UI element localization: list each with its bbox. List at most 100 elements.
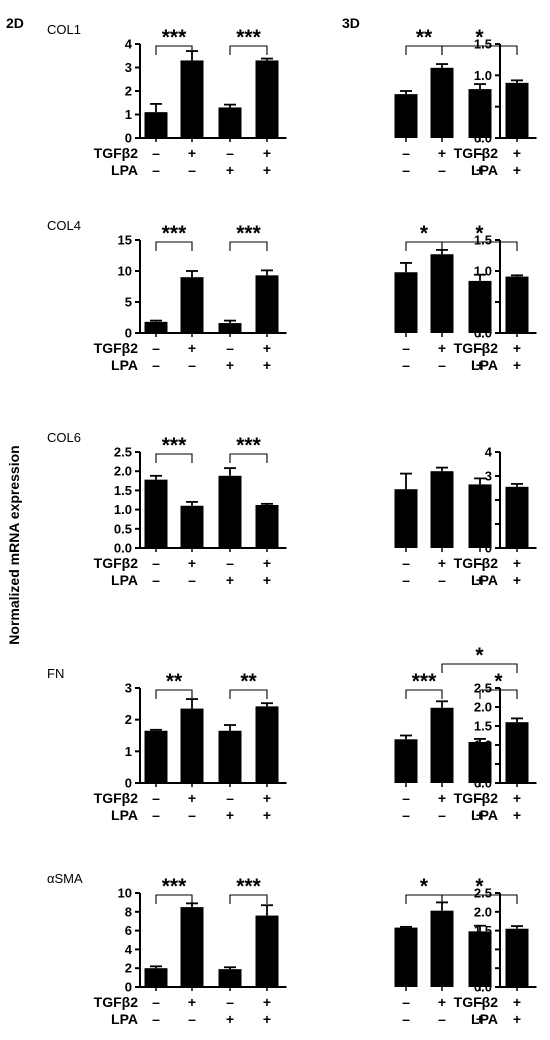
chart-2-bar-1 [394, 94, 418, 138]
chart-10-condition-symbol: – [402, 1011, 410, 1027]
chart-6-bar-3 [468, 484, 492, 548]
chart-8-condition-label: LPA [471, 807, 498, 823]
chart-1-y-tick-label: 1 [125, 107, 132, 122]
chart-1-bar-2 [180, 60, 204, 139]
chart-9-y-tick-label: 4 [125, 942, 133, 957]
chart-4-significance-bracket [441, 241, 518, 251]
y-axis-label: Normalized mRNA expression [6, 445, 22, 644]
chart-9-y-tick-label: 0 [125, 980, 132, 995]
chart-10-bar-3 [468, 931, 492, 987]
chart-5-bar-2 [180, 505, 204, 548]
chart-9-bar-4 [255, 915, 279, 987]
chart-5-condition-symbol: + [226, 572, 234, 588]
chart-3-significance-bracket [229, 241, 268, 251]
chart-9-significance-label: *** [236, 875, 261, 898]
chart-9-significance-bracket [155, 894, 193, 904]
chart-1-y-tick-label: 4 [125, 37, 133, 52]
chart-9-condition-symbol: – [226, 994, 234, 1010]
chart-4-bar-3 [468, 280, 492, 333]
chart-1-condition-symbol: – [152, 145, 160, 161]
chart-10-bar-4 [505, 928, 529, 987]
chart-4-condition-symbol: – [402, 340, 410, 356]
chart-3-condition-label: LPA [111, 357, 138, 373]
chart-1-condition-symbol: – [188, 162, 196, 178]
chart-4-condition-symbol: + [513, 340, 521, 356]
chart-9-condition-symbol: – [188, 1011, 196, 1027]
chart-8-y-tick-label: 1.5 [474, 719, 492, 734]
chart-3-condition-symbol: – [188, 357, 196, 373]
chart-7-condition-symbol: – [152, 807, 160, 823]
chart-2-bar-3 [468, 89, 492, 138]
chart-1-condition-symbol: + [263, 145, 271, 161]
chart-5-condition-symbol: – [152, 555, 160, 571]
chart-10-condition-symbol: – [402, 994, 410, 1010]
chart-5-significance-bracket [229, 453, 268, 463]
chart-5-bar-1 [144, 479, 168, 548]
chart-8-significance-label: *** [412, 670, 437, 693]
chart-4-bar-2 [430, 254, 454, 333]
chart-4-condition-symbol: + [513, 357, 521, 373]
chart-4-condition-label: LPA [471, 357, 498, 373]
chart-10-condition-symbol: + [476, 1011, 484, 1027]
chart-5-condition-label: LPA [111, 572, 138, 588]
chart-8-condition-symbol: + [438, 790, 446, 806]
chart-8-condition-symbol: + [476, 807, 484, 823]
chart-9-condition-symbol: + [188, 994, 196, 1010]
chart-1-bar-4 [255, 60, 279, 139]
chart-8-y-tick-label: 2.0 [474, 700, 492, 715]
chart-7-bar-4 [255, 706, 279, 783]
chart-1-y-tick-label: 3 [125, 60, 132, 75]
chart-9-y-tick-label: 2 [125, 961, 132, 976]
chart-4-condition-symbol: – [402, 357, 410, 373]
chart-10-bar-2 [430, 910, 454, 987]
chart-6-y-tick-label: 4 [485, 445, 493, 460]
chart-5-y-tick-label: 1.0 [114, 502, 132, 517]
chart-8-significance-label: * [475, 644, 484, 667]
chart-8-condition-symbol: + [513, 807, 521, 823]
chart-5-condition-label: TGFβ2 [94, 555, 139, 571]
chart-3-condition-symbol: – [226, 340, 234, 356]
chart-8-y-tick-label: 2.5 [474, 681, 492, 696]
chart-10-significance-bracket [441, 894, 518, 904]
chart-5-condition-symbol: + [263, 555, 271, 571]
chart-10-condition-symbol: – [476, 994, 484, 1010]
chart-2-y-tick-label: 1.0 [474, 68, 492, 83]
chart-7-condition-label: LPA [111, 807, 138, 823]
chart-1-y-tick-label: 2 [125, 84, 132, 99]
chart-1-condition-label: TGFβ2 [94, 145, 139, 161]
chart-8-significance-bracket [405, 689, 443, 699]
chart-5-significance-bracket [155, 453, 193, 463]
chart-1-bar-3 [218, 107, 242, 138]
chart-7-bar-2 [180, 708, 204, 783]
chart-10-condition-label: LPA [471, 1011, 498, 1027]
chart-3-condition-label: TGFβ2 [94, 340, 139, 356]
chart-5-y-tick-label: 2.5 [114, 445, 132, 460]
chart-3-y-tick-label: 5 [125, 295, 132, 310]
chart-7-condition-symbol: + [226, 807, 234, 823]
chart-10-condition-symbol: + [438, 994, 446, 1010]
chart-3-condition-symbol: – [152, 340, 160, 356]
chart-5-significance-label: *** [236, 434, 261, 457]
chart-10-bar-1 [394, 927, 418, 987]
chart-1-significance-label: *** [162, 26, 187, 49]
chart-6-bar-2 [430, 471, 454, 548]
chart-1-significance-bracket [155, 45, 193, 55]
chart-4-significance-label: * [420, 222, 429, 245]
chart-9-y-tick-label: 8 [125, 904, 132, 919]
chart-8-condition-symbol: – [402, 807, 410, 823]
chart-9-significance-label: *** [162, 875, 187, 898]
chart-8-condition-symbol: – [476, 790, 484, 806]
chart-3-condition-symbol: + [226, 357, 234, 373]
chart-7-y-tick-label: 0 [125, 776, 132, 791]
panel-label-3d: 3D [342, 15, 360, 31]
chart-7-significance-bracket [155, 689, 193, 699]
chart-7-y-tick-label: 3 [125, 681, 132, 696]
chart-6-condition-symbol: – [402, 555, 410, 571]
chart-2-significance-label: * [475, 26, 484, 49]
chart-2-y-tick-label: 1.5 [474, 37, 492, 52]
chart-3-bar-4 [255, 275, 279, 333]
chart-9-bar-3 [218, 969, 242, 987]
chart-6-bar-1 [394, 489, 418, 548]
chart-2-condition-symbol: – [402, 162, 410, 178]
